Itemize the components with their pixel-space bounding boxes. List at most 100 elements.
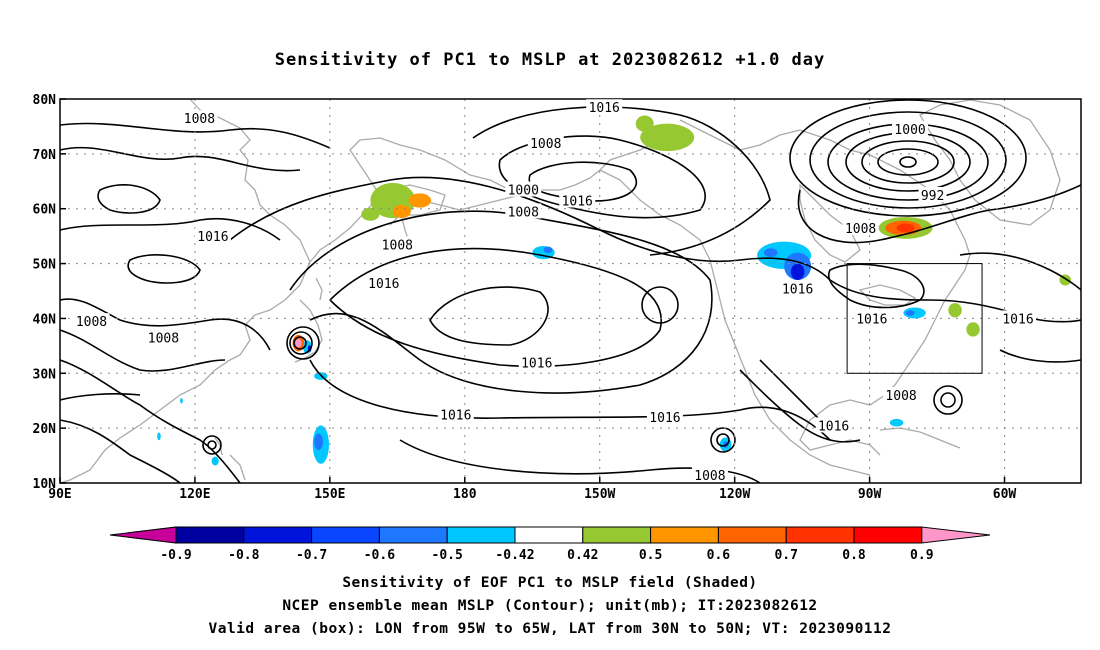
colorbar-cell bbox=[853, 526, 923, 544]
x-tick-label: 120W bbox=[719, 487, 750, 502]
y-tick-label: 10N bbox=[33, 477, 57, 492]
contour-label: 1016 bbox=[440, 408, 471, 423]
colorbar-label: 0.5 bbox=[639, 548, 662, 563]
shade-region bbox=[763, 248, 778, 257]
shade-region bbox=[790, 263, 805, 281]
contour-label: 1016 bbox=[562, 194, 593, 209]
x-tick-label: 150E bbox=[314, 487, 345, 502]
contour-label-bg bbox=[559, 192, 596, 208]
contour-label: 1016 bbox=[368, 277, 399, 292]
grid-lines bbox=[60, 99, 1081, 483]
y-tick-label: 30N bbox=[33, 367, 57, 382]
y-tick-label: 70N bbox=[33, 148, 57, 163]
x-tick-label: 90W bbox=[858, 487, 882, 502]
colorbar-cell bbox=[175, 526, 245, 544]
colorbar-label: -0.42 bbox=[495, 548, 534, 563]
shade-region bbox=[903, 307, 926, 319]
shade-region bbox=[295, 338, 302, 348]
valid-area-box bbox=[846, 263, 983, 374]
x-tick-label: 150W bbox=[584, 487, 615, 502]
shade-region bbox=[543, 246, 553, 254]
colorbar-label: -0.7 bbox=[296, 548, 327, 563]
shade-region bbox=[635, 115, 654, 132]
colorbar-end-min bbox=[109, 526, 177, 544]
contour-label-bg bbox=[918, 187, 947, 202]
shade-region bbox=[408, 193, 432, 208]
chart-title: Sensitivity of PC1 to MSLP at 2023082612… bbox=[274, 50, 826, 70]
contour-label: 1008 bbox=[694, 469, 725, 484]
x-tick-label: 90E bbox=[48, 487, 71, 502]
contour-label: 1016 bbox=[782, 282, 813, 297]
shade-region bbox=[157, 432, 161, 441]
contour-label-bg bbox=[518, 354, 555, 370]
contour-label-bg bbox=[779, 280, 816, 296]
shade-region bbox=[889, 418, 904, 427]
contour-label: 1000 bbox=[894, 123, 925, 138]
contour-label: 1008 bbox=[885, 389, 916, 404]
contour-label: 1016 bbox=[521, 356, 552, 371]
x-tick-label: 180 bbox=[453, 487, 477, 502]
colorbar-label: -0.6 bbox=[364, 548, 395, 563]
shade-region bbox=[905, 310, 915, 316]
caption-shading: Sensitivity of EOF PC1 to MSLP field (Sh… bbox=[342, 575, 758, 591]
contour-label-bg bbox=[505, 181, 542, 197]
colorbar-cell bbox=[650, 526, 719, 544]
shade-region bbox=[314, 433, 324, 451]
shade-region bbox=[896, 223, 915, 233]
colorbar-cell bbox=[378, 526, 448, 544]
colorbar-label: 0.9 bbox=[910, 548, 933, 563]
contour-label: 1000 bbox=[508, 184, 539, 199]
shade-region bbox=[211, 456, 219, 466]
mslp-contours bbox=[60, 99, 1081, 483]
colorbar-cell bbox=[785, 526, 855, 544]
x-tick-label: 60W bbox=[993, 487, 1017, 502]
shade-region bbox=[948, 303, 962, 318]
colorbar-cell bbox=[514, 526, 584, 544]
axis-ticks: 90E 120E 150E 180 150W 120W 90W 60W 10N 20N 30N 40N… bbox=[33, 93, 1017, 502]
contour-label-bg bbox=[691, 466, 728, 482]
colorbar-cell bbox=[446, 526, 516, 544]
colorbar-label: 0.6 bbox=[707, 548, 731, 563]
contour-label-bg bbox=[365, 274, 402, 290]
y-tick-label: 40N bbox=[33, 312, 57, 327]
contour-label-bg bbox=[379, 236, 416, 252]
shade-region bbox=[361, 207, 380, 221]
contour-label: 1016 bbox=[197, 230, 228, 245]
colorbar-label: -0.8 bbox=[228, 548, 259, 563]
contour-label: 992 bbox=[921, 189, 944, 204]
contour-label: 1008 bbox=[382, 238, 413, 253]
contour-label-bg bbox=[73, 313, 110, 329]
contour-label: 1016 bbox=[1002, 312, 1033, 327]
shade-region bbox=[392, 204, 411, 219]
contour-label: 1008 bbox=[148, 332, 179, 347]
caption-contour: NCEP ensemble mean MSLP (Contour); unit(… bbox=[282, 598, 818, 614]
contour-label-bg bbox=[815, 417, 852, 433]
contour-label-bg bbox=[505, 203, 542, 219]
contour-label: 1008 bbox=[845, 222, 876, 237]
contour-label: 1008 bbox=[76, 315, 107, 330]
contour-label-bg bbox=[194, 228, 231, 244]
colorbar-label: -0.9 bbox=[160, 548, 191, 563]
contour-label: 1008 bbox=[508, 205, 539, 220]
contour-label: 1016 bbox=[649, 411, 680, 426]
contour-label: 1016 bbox=[818, 419, 849, 434]
contour-label-bg bbox=[1000, 310, 1037, 326]
sensitivity-shading bbox=[148, 115, 1072, 466]
colorbar-label: 0.8 bbox=[842, 548, 866, 563]
colorbar-label: 0.42 bbox=[567, 548, 598, 563]
contour-label-bg bbox=[145, 329, 182, 345]
contour-label-bg bbox=[842, 219, 879, 235]
colorbar-end-max bbox=[921, 526, 991, 544]
colorbar-label: -0.5 bbox=[432, 548, 463, 563]
contour-label: 1016 bbox=[589, 101, 620, 116]
y-tick-label: 80N bbox=[33, 93, 57, 108]
colorbar-cell bbox=[582, 526, 652, 544]
plot-frame bbox=[59, 98, 1082, 484]
contour-label-bg bbox=[181, 110, 218, 126]
contour-label-bg bbox=[437, 406, 474, 422]
contour-label-bg bbox=[853, 310, 890, 326]
contour-label-bg bbox=[586, 99, 623, 115]
y-tick-label: 20N bbox=[33, 422, 57, 437]
